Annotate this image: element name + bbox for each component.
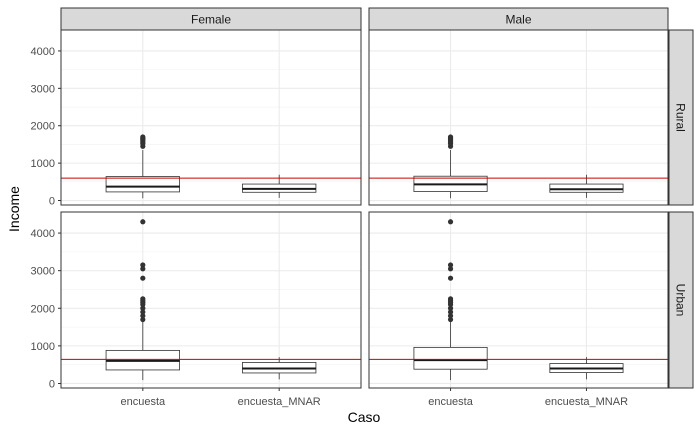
outlier-point	[140, 219, 146, 225]
box-encuesta-mnar	[242, 174, 317, 198]
outlier-point	[447, 305, 454, 311]
box-iqr	[549, 183, 624, 193]
panels-layer	[60, 29, 669, 389]
panel-border	[368, 211, 669, 389]
x-tick-label: encuesta_MNAR	[238, 396, 321, 408]
y-tick-label: 3000	[31, 266, 55, 278]
strip-urban-bg	[668, 211, 694, 389]
box-encuesta-mnar	[549, 174, 624, 198]
box-iqr	[413, 346, 488, 370]
strip-label-rural: Rural	[674, 103, 688, 132]
y-axis-layer: 0 1000 2000 3000 4000 0 1000 2000 3000 4000	[31, 46, 61, 390]
box-encuesta	[105, 134, 180, 199]
box-encuesta-mnar	[549, 357, 624, 380]
outlier-point	[447, 275, 454, 281]
outlier-point	[447, 134, 454, 140]
x-tick-label: encuesta	[120, 396, 166, 408]
outlier-point	[447, 219, 454, 225]
y-tick-label: 0	[49, 196, 55, 208]
strip-label-urban: Urban	[674, 284, 688, 317]
y-tick-label: 1000	[31, 158, 55, 170]
panel-male-urban	[368, 211, 669, 389]
x-axis-title: Caso	[348, 409, 381, 425]
outlier-point	[447, 313, 454, 319]
x-tick-label: encuesta	[428, 396, 474, 408]
outlier-point	[447, 296, 454, 302]
y-axis-title: Income	[6, 186, 22, 232]
outlier-point	[140, 134, 146, 140]
y-tick-label: 4000	[31, 228, 55, 240]
strip-label-male: Male	[505, 13, 531, 27]
outlier-point	[140, 275, 146, 281]
outlier-point	[140, 266, 146, 272]
box-iqr	[105, 176, 180, 193]
outlier-point	[447, 309, 454, 315]
strip-male-bg	[368, 7, 669, 31]
box-encuesta	[105, 219, 180, 381]
outlier-point	[140, 316, 146, 323]
x-axis-layer: encuesta encuesta_MNAR encuesta encuesta_MN…	[120, 388, 628, 408]
box-encuesta-mnar	[242, 357, 317, 380]
strip-label-female: Female	[191, 13, 231, 27]
outlier-point	[140, 296, 146, 302]
panel-female-rural	[60, 29, 362, 206]
y-tick-label: 4000	[31, 46, 55, 58]
strip-female-bg	[60, 7, 362, 31]
outlier-point	[140, 309, 146, 315]
panel-background	[61, 30, 361, 205]
outlier-point	[447, 266, 454, 272]
x-tick-label: encuesta_MNAR	[545, 396, 628, 408]
y-tick-label: 3000	[31, 83, 55, 95]
box-encuesta	[413, 134, 488, 199]
strips-layer: Female Male Rural Urban	[60, 7, 694, 389]
y-tick-label: 2000	[31, 303, 55, 315]
strip-rural-bg	[668, 29, 694, 206]
outlier-point	[447, 262, 454, 268]
y-tick-label: 0	[49, 378, 55, 390]
panel-male-rural	[368, 29, 669, 206]
outlier-point	[140, 305, 146, 311]
y-tick-label: 2000	[31, 121, 55, 133]
panel-female-urban	[60, 211, 362, 389]
panel-border	[60, 211, 362, 389]
outlier-point	[140, 313, 146, 319]
y-tick-label: 1000	[31, 341, 55, 353]
box-encuesta	[413, 219, 488, 381]
outlier-point	[447, 316, 454, 323]
outlier-point	[140, 262, 146, 268]
